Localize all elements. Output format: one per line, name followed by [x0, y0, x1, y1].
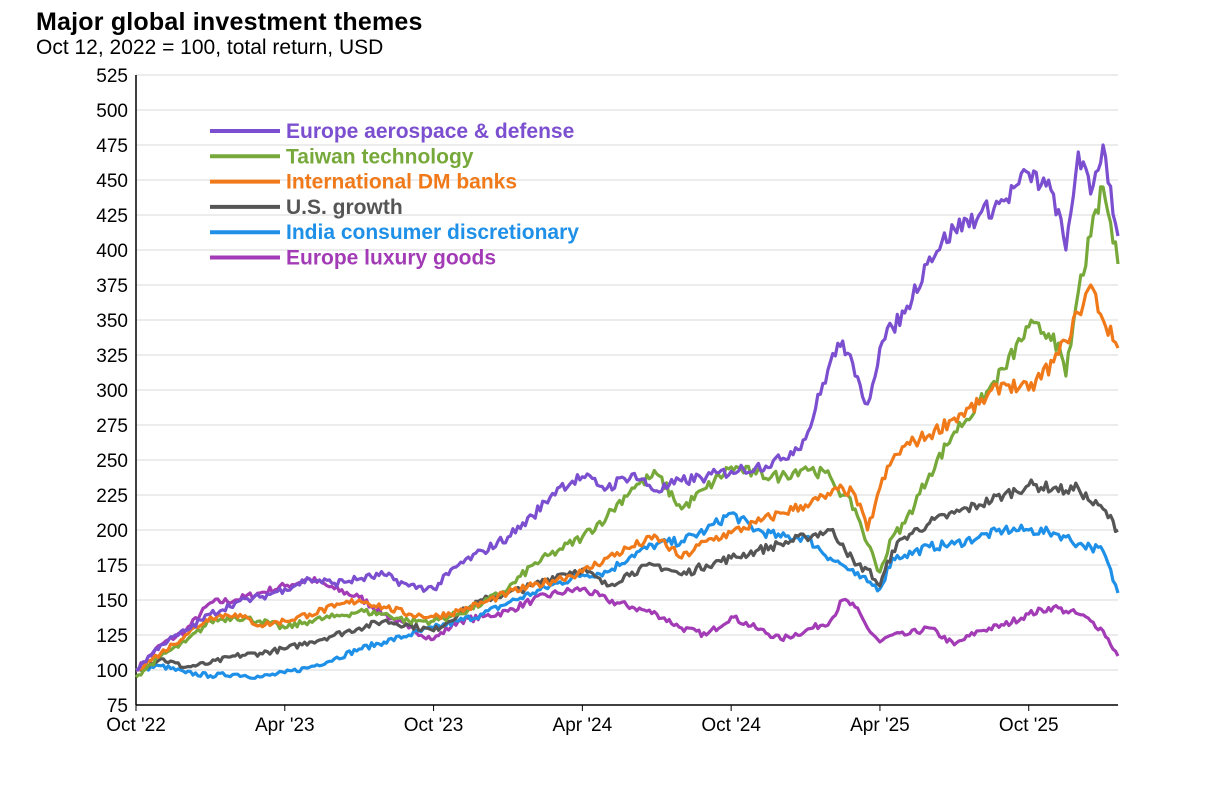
legend-label: U.S. growth [286, 196, 403, 219]
chart-title: Major global investment themes [36, 8, 423, 36]
x-tick-label: Apr '23 [255, 715, 315, 736]
y-tick-label: 400 [96, 241, 128, 262]
series-lines [134, 143, 1120, 680]
y-tick-label: 525 [96, 66, 128, 87]
y-tick-label: 325 [96, 346, 128, 367]
legend-label: Taiwan technology [286, 145, 474, 168]
y-tick-label: 225 [96, 486, 128, 507]
y-tick-label: 475 [96, 136, 128, 157]
legend-label: India consumer discretionary [286, 221, 579, 244]
y-tick-label: 275 [96, 416, 128, 437]
series-line [135, 511, 1120, 680]
y-axis: 75 100 125 150 175 200 225 250 275 300 325 350 375 40… [96, 66, 137, 717]
y-tick-label: 500 [96, 101, 128, 122]
x-axis: Oct '22 Apr '23 Oct '23 Apr '24 Oct '24 Apr '… [106, 704, 1118, 736]
y-tick-label: 125 [96, 626, 128, 647]
y-tick-label: 200 [96, 521, 128, 542]
x-tick-label: Oct '22 [106, 715, 166, 736]
y-tick-label: 75 [107, 696, 128, 717]
series-line [135, 143, 1120, 672]
series-line [134, 185, 1120, 679]
legend-label: Europe aerospace & defense [286, 120, 574, 143]
x-tick-label: Oct '24 [701, 715, 761, 736]
y-tick-label: 150 [96, 591, 128, 612]
gridlines [136, 74, 1118, 671]
y-tick-label: 250 [96, 451, 128, 472]
y-tick-label: 425 [96, 206, 128, 227]
x-tick-label: Apr '24 [553, 715, 613, 736]
series-line [135, 478, 1119, 672]
x-tick-label: Apr '25 [850, 715, 910, 736]
y-tick-label: 175 [96, 556, 128, 577]
legend-label: Europe luxury goods [286, 247, 496, 270]
chart-subtitle: Oct 12, 2022 = 100, total return, USD [36, 36, 384, 59]
y-tick-label: 375 [96, 276, 128, 297]
series-line [135, 283, 1120, 672]
y-tick-label: 300 [96, 381, 128, 402]
y-tick-label: 100 [96, 661, 128, 682]
x-tick-label: Oct '23 [404, 715, 464, 736]
x-tick-label: Oct '25 [999, 715, 1059, 736]
legend-label: International DM banks [286, 171, 517, 194]
y-tick-label: 350 [96, 311, 128, 332]
y-tick-label: 450 [96, 171, 128, 192]
